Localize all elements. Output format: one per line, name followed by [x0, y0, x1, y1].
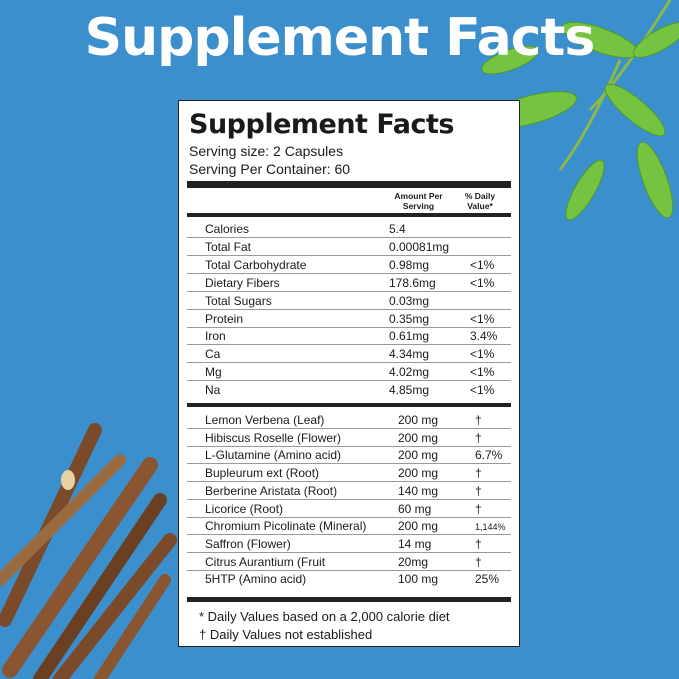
serving-size: Serving size: 2 Capsules	[189, 143, 344, 159]
row-daily-value: †	[475, 430, 482, 445]
table-row: Protein 0.35mg <1%	[187, 310, 511, 328]
row-name: Chromium Picolinate (Mineral)	[205, 519, 367, 534]
column-header-daily-value: % Daily Value*	[464, 191, 496, 211]
divider-thick	[187, 597, 511, 602]
table-row: Mg 4.02mg <1%	[187, 363, 511, 382]
table-row: Total Fat 0.00081mg	[187, 238, 511, 256]
row-name: Iron	[205, 329, 226, 344]
row-amount: 100 mg	[398, 572, 439, 587]
row-amount: 0.00081mg	[389, 239, 450, 254]
row-daily-value: †	[475, 466, 482, 481]
row-name: Hibiscus Roselle (Flower)	[205, 430, 342, 445]
table-row: Bupleurum ext (Root) 200 mg †	[187, 464, 511, 483]
row-name: Saffron (Flower)	[205, 536, 291, 551]
row-amount: 20mg	[398, 554, 429, 569]
row-amount: 5.4	[389, 222, 406, 236]
row-amount: 0.98mg	[389, 257, 430, 272]
row-daily-value: <1%	[470, 383, 495, 398]
row-daily-value: †	[475, 483, 482, 498]
row-name: Calories	[205, 222, 250, 236]
row-amount: 178.6mg	[389, 275, 436, 290]
row-amount: 60 mg	[398, 501, 432, 516]
row-name: Berberine Aristata (Root)	[205, 483, 338, 498]
row-name: Citrus Aurantium (Fruit	[205, 554, 326, 569]
row-amount: 0.61mg	[389, 329, 430, 344]
servings-per-container: Serving Per Container: 60	[189, 161, 351, 177]
row-name: 5HTP (Amino acid)	[205, 572, 307, 587]
divider-thick	[187, 213, 511, 217]
row-name: Ca	[205, 347, 221, 362]
row-name: Na	[205, 383, 221, 398]
row-amount: 200 mg	[398, 466, 439, 481]
footnote-daily-values: * Daily Values based on a 2,000 calorie …	[199, 609, 450, 624]
row-amount: 4.85mg	[389, 383, 430, 398]
row-amount: 200 mg	[398, 430, 439, 445]
row-name: L-Glutamine (Amino acid)	[205, 448, 342, 463]
footnote-not-established: † Daily Values not established	[199, 627, 373, 642]
table-row: Dietary Fibers 178.6mg <1%	[187, 274, 511, 292]
table-row: Total Sugars 0.03mg	[187, 292, 511, 310]
table-row: Lemon Verbena (Leaf) 200 mg †	[187, 411, 511, 429]
hero-title: Supplement Facts	[84, 8, 596, 68]
row-amount: 0.03mg	[389, 293, 430, 308]
row-amount: 140 mg	[398, 483, 439, 498]
leaves-image	[481, 0, 679, 221]
table-row: L-Glutamine (Amino acid) 200 mg 6.7%	[187, 446, 511, 465]
row-amount: 200 mg	[398, 448, 439, 463]
row-amount: 4.02mg	[389, 365, 430, 380]
table-row: Citrus Aurantium (Fruit 20mg †	[187, 553, 511, 571]
table-row: Total Carbohydrate 0.98mg <1%	[187, 256, 511, 274]
table-row: Na 4.85mg <1%	[187, 381, 511, 399]
row-amount: 4.34mg	[389, 347, 430, 362]
row-daily-value: <1%	[470, 257, 495, 272]
row-name: Lemon Verbena (Leaf)	[205, 413, 325, 427]
licorice-root-image	[0, 423, 177, 679]
divider-thick	[187, 403, 511, 407]
column-header-amount: Amount Per Serving	[394, 191, 443, 211]
row-amount: 200 mg	[398, 519, 439, 534]
row-name: Total Fat	[205, 239, 252, 254]
divider-thick	[187, 181, 511, 188]
row-daily-value: 1,144%	[475, 522, 506, 533]
table-row: Berberine Aristata (Root) 140 mg †	[187, 482, 511, 500]
table-row: Iron 0.61mg 3.4%	[187, 327, 511, 346]
row-amount: 0.35mg	[389, 311, 430, 326]
row-amount: 14 mg	[398, 536, 432, 551]
row-name: Mg	[205, 365, 222, 380]
row-daily-value: †	[475, 501, 482, 516]
row-daily-value: 6.7%	[475, 448, 503, 463]
row-daily-value: †	[475, 413, 482, 427]
row-name: Licorice (Root)	[205, 501, 284, 516]
row-daily-value: <1%	[470, 311, 495, 326]
row-name: Dietary Fibers	[205, 275, 280, 290]
row-name: Total Sugars	[205, 293, 272, 308]
row-name: Total Carbohydrate	[205, 257, 307, 272]
table-row: Licorice (Root) 60 mg †	[187, 500, 511, 518]
table-row: Calories 5.4	[187, 220, 511, 238]
row-daily-value: 3.4%	[470, 329, 498, 344]
table-row: Ca 4.34mg <1%	[187, 345, 511, 364]
row-daily-value: <1%	[470, 347, 495, 362]
row-name: Protein	[205, 311, 244, 326]
row-daily-value: †	[475, 536, 482, 551]
row-amount: 200 mg	[398, 413, 439, 427]
row-daily-value: †	[475, 554, 482, 569]
table-row: Hibiscus Roselle (Flower) 200 mg †	[187, 429, 511, 447]
row-name: Bupleurum ext (Root)	[205, 466, 320, 481]
table-row: Chromium Picolinate (Mineral) 200 mg 1,144…	[187, 517, 511, 536]
row-daily-value: <1%	[470, 365, 495, 380]
table-row: Saffron (Flower) 14 mg †	[187, 535, 511, 553]
label-title: Supplement Facts	[189, 109, 454, 140]
row-daily-value: <1%	[470, 275, 495, 290]
row-daily-value: 25%	[475, 572, 500, 587]
table-row: 5HTP (Amino acid) 100 mg 25%	[187, 570, 511, 588]
supplement-facts-label: Supplement Facts Serving size: 2 Capsule…	[178, 100, 520, 647]
